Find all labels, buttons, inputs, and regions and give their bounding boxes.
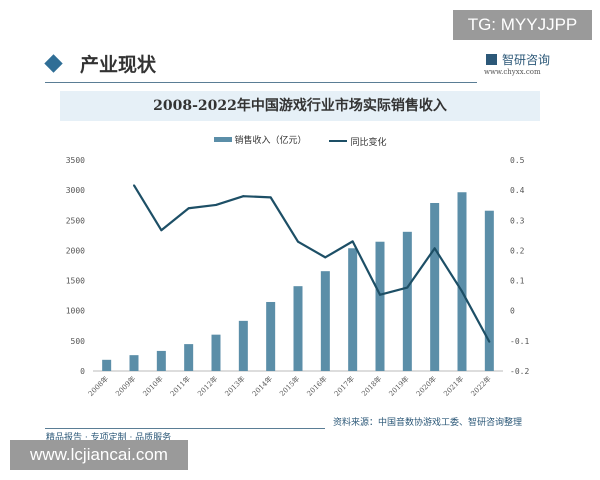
y-left-tick-label: 2000 [66,246,85,255]
x-tick-label: 2013年 [223,374,247,398]
x-tick-label: 2016年 [305,374,329,398]
y-right-tick-label: 0 [510,307,515,316]
bar [293,286,303,371]
y-right-tick-label: 0.1 [510,277,525,286]
x-tick-label: 2019年 [387,374,411,398]
bar [102,359,112,371]
source-note: 资料来源：中国音数协游戏工委、智研咨询整理 [333,418,523,428]
y-right-tick-label: -0.1 [510,337,529,346]
bar [348,248,358,371]
y-right-tick-label: 0.4 [510,186,525,195]
y-left-tick-label: 500 [71,337,86,346]
title-band [60,91,540,121]
line-point [269,196,272,199]
line-point [215,203,217,206]
bar [156,350,166,371]
divider [45,428,325,429]
line-point [351,240,354,243]
x-tick-label: 2021年 [441,374,465,398]
bar [238,320,248,371]
watermark-badge-bottom: www.lcjiancai.com [10,440,188,470]
legend-label: 同比变化 [350,137,387,148]
x-tick-label: 2015年 [277,374,301,398]
x-tick-label: 2020年 [414,374,438,398]
x-tick-label: 2014年 [250,374,274,398]
legend-item-bar: 销售收入（亿元） [213,133,307,146]
x-tick-label: 2010年 [141,374,165,398]
x-tick-label: 2011年 [168,374,192,398]
y-right-tick-label: 0.2 [510,246,525,255]
legend-swatch-line [329,140,348,142]
watermark-badge-top: TG: MYYJJPP [453,10,592,40]
line-point [461,290,463,293]
divider [45,82,477,83]
footer-slogan: 精品报告 · 专项定制 · 品质服务 [46,433,172,443]
bar [184,344,194,371]
y-right-tick-label: 0.5 [510,156,525,165]
x-tick-label: 2008年 [86,374,110,398]
legend: 销售收入（亿元） 同比变化 [0,133,600,148]
bar [320,271,330,371]
x-tick-label: 2012年 [195,374,219,398]
line-point [433,247,436,250]
legend-label: 销售收入（亿元） [234,136,307,146]
bar [266,301,276,371]
logo-icon [486,54,497,65]
legend-item-line: 同比变化 [329,135,386,148]
y-left-tick-label: 1500 [66,277,85,286]
chart: 0 500 1000 1500 2000 2500 3000 3500 -0.2 -0.1 0 0.1… [66,156,530,398]
y-left-tick-label: 3000 [66,186,85,195]
line-point [324,256,327,259]
bar [484,210,494,371]
y-left-tick-label: 2500 [66,216,85,225]
bar [457,192,467,371]
y-right-tick-label: -0.2 [510,367,529,376]
chart-title: 2008-2022年中国游戏行业市场实际销售收入 [153,98,447,114]
bar [375,241,385,371]
bar [129,355,139,371]
line-point [133,184,135,187]
section-title: 产业现状 [80,54,157,76]
bar [430,202,440,371]
line-point [406,286,409,289]
y-left-tick-label: 3500 [66,156,85,165]
line-point [242,195,245,198]
y-left-tick-label: 1000 [66,307,85,316]
y-right-tick-label: 0.3 [510,216,525,225]
x-tick-label: 2009年 [113,374,137,398]
line-point [379,293,381,296]
logo-text: 智研咨询 [502,53,551,67]
legend-swatch-bar [213,137,232,142]
x-tick-label: 2022年 [469,374,493,398]
brand-logo: 智研咨询 [486,51,550,68]
x-tick-label: 2018年 [359,374,383,398]
growth-line [133,184,491,343]
brand-url: www.chyxx.com [484,68,541,76]
line-point [488,340,491,343]
bar [211,334,221,371]
line-point [187,207,190,210]
bar [402,231,412,371]
line-point [297,240,299,243]
line-point [160,229,163,232]
y-left-tick-label: 0 [80,367,85,376]
x-tick-label: 2017年 [332,374,356,398]
